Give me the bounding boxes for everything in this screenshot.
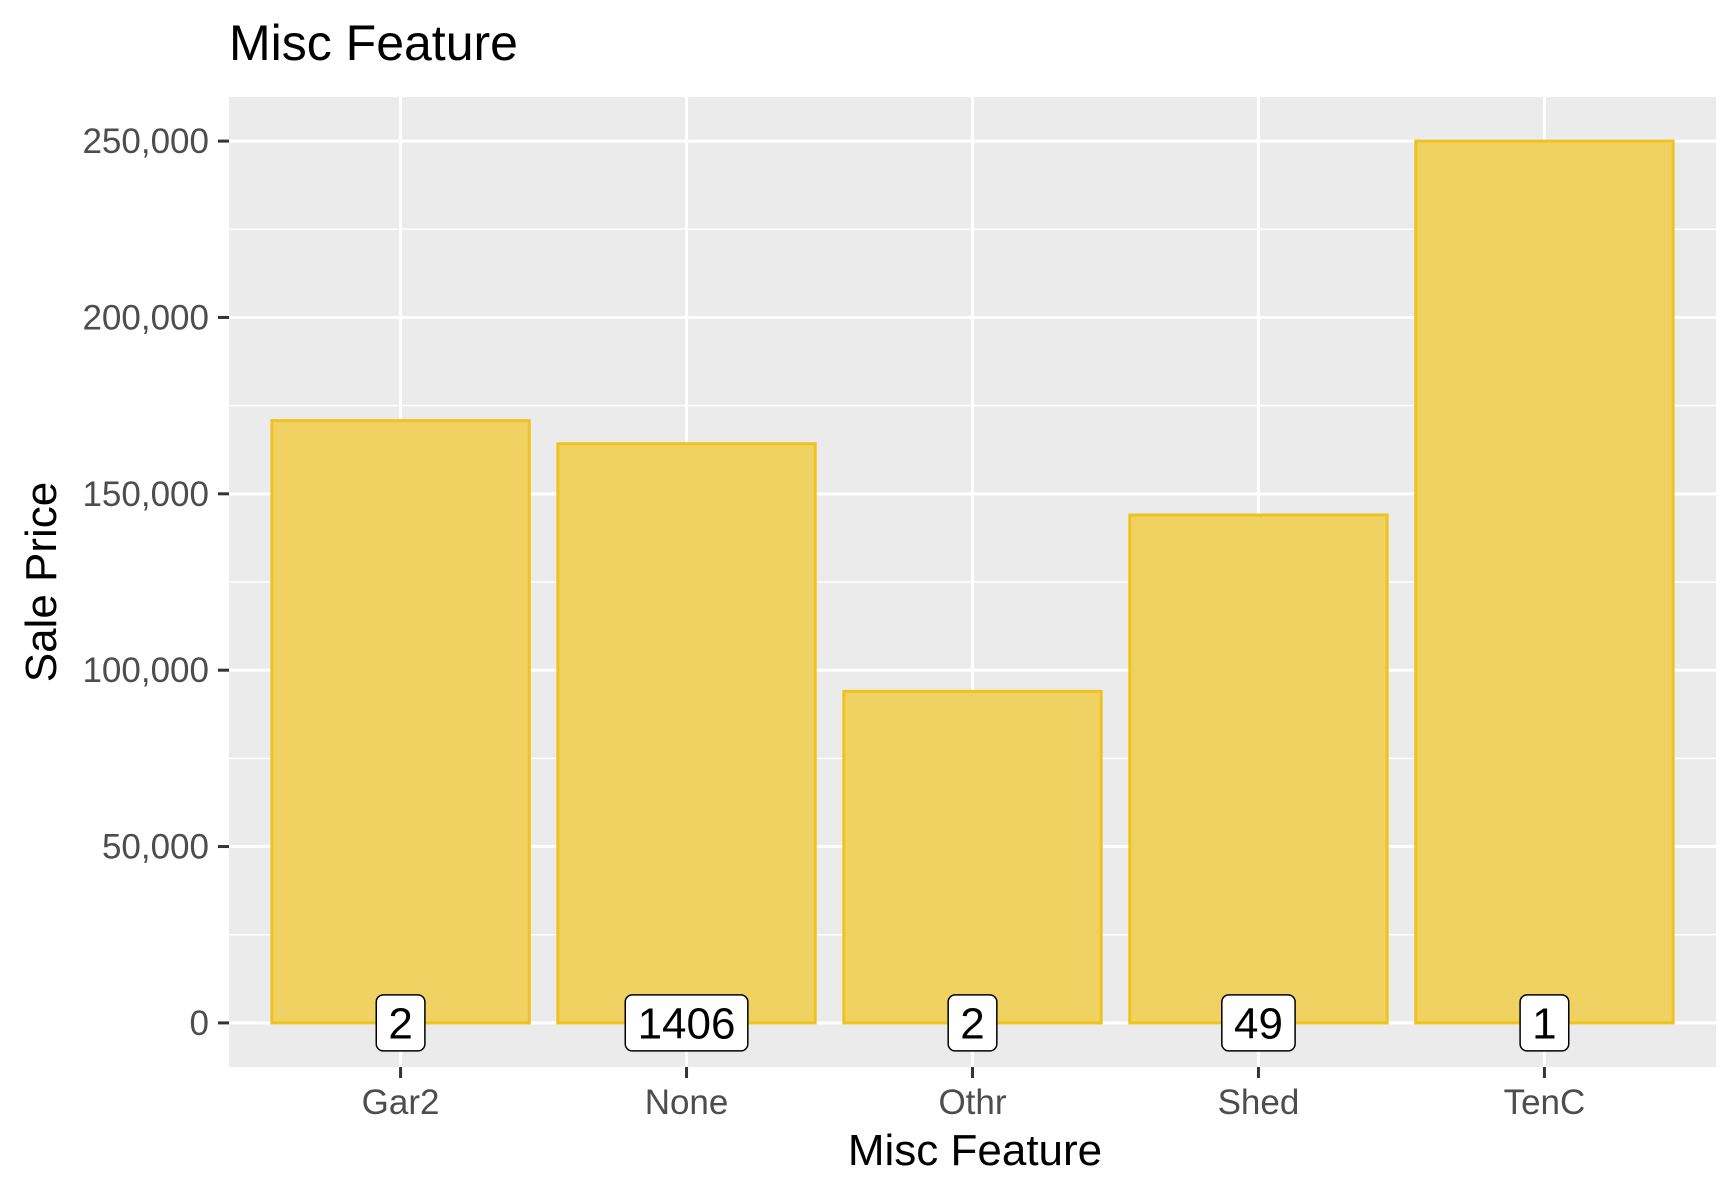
bar-tenc — [1414, 139, 1675, 1025]
count-label-box — [624, 994, 749, 1052]
count-label: 1406 — [624, 994, 749, 1052]
count-labels: 2 1406 2 49 1 — [375, 994, 1570, 1052]
count-label-text: 49 — [1234, 999, 1283, 1048]
count-label: 2 — [375, 994, 426, 1052]
x-axis-label: Misc Feature — [848, 1126, 1102, 1175]
count-label-text: 2 — [960, 999, 984, 1048]
y-tick-label: 0 — [190, 1004, 209, 1043]
y-axis-label: Sale Price — [17, 482, 66, 683]
x-tick-label: None — [645, 1083, 729, 1122]
y-tick-label: 50,000 — [102, 828, 209, 867]
x-tick-label: Othr — [938, 1083, 1006, 1122]
count-label-box — [1519, 994, 1570, 1052]
x-axis: Gar2 None Othr Shed TenC — [362, 1067, 1586, 1122]
count-label-box — [375, 994, 426, 1052]
count-label-text: 1406 — [638, 999, 736, 1048]
count-label: 2 — [947, 994, 998, 1052]
x-tick-label: Gar2 — [362, 1083, 440, 1122]
count-label-text: 1 — [1532, 999, 1556, 1048]
x-tick-label: TenC — [1504, 1083, 1586, 1122]
bars — [270, 139, 1675, 1025]
count-label: 1 — [1519, 994, 1570, 1052]
y-axis: 0 50,000 100,000 150,000 200,000 250,000 — [82, 122, 229, 1043]
bar-shed — [1128, 513, 1389, 1025]
y-tick-label: 250,000 — [82, 122, 209, 161]
bar-gar2 — [270, 419, 531, 1025]
bar-othr — [842, 689, 1103, 1025]
count-label: 49 — [1221, 994, 1296, 1052]
count-label-text: 2 — [388, 999, 412, 1048]
bar-none — [556, 442, 817, 1025]
count-label-box — [1221, 994, 1296, 1052]
x-tick-label: Shed — [1218, 1083, 1300, 1122]
y-tick-label: 150,000 — [82, 475, 209, 514]
y-tick-label: 100,000 — [82, 651, 209, 690]
chart-title: Misc Feature — [229, 15, 518, 71]
y-tick-label: 200,000 — [82, 298, 209, 337]
count-label-box — [947, 994, 998, 1052]
